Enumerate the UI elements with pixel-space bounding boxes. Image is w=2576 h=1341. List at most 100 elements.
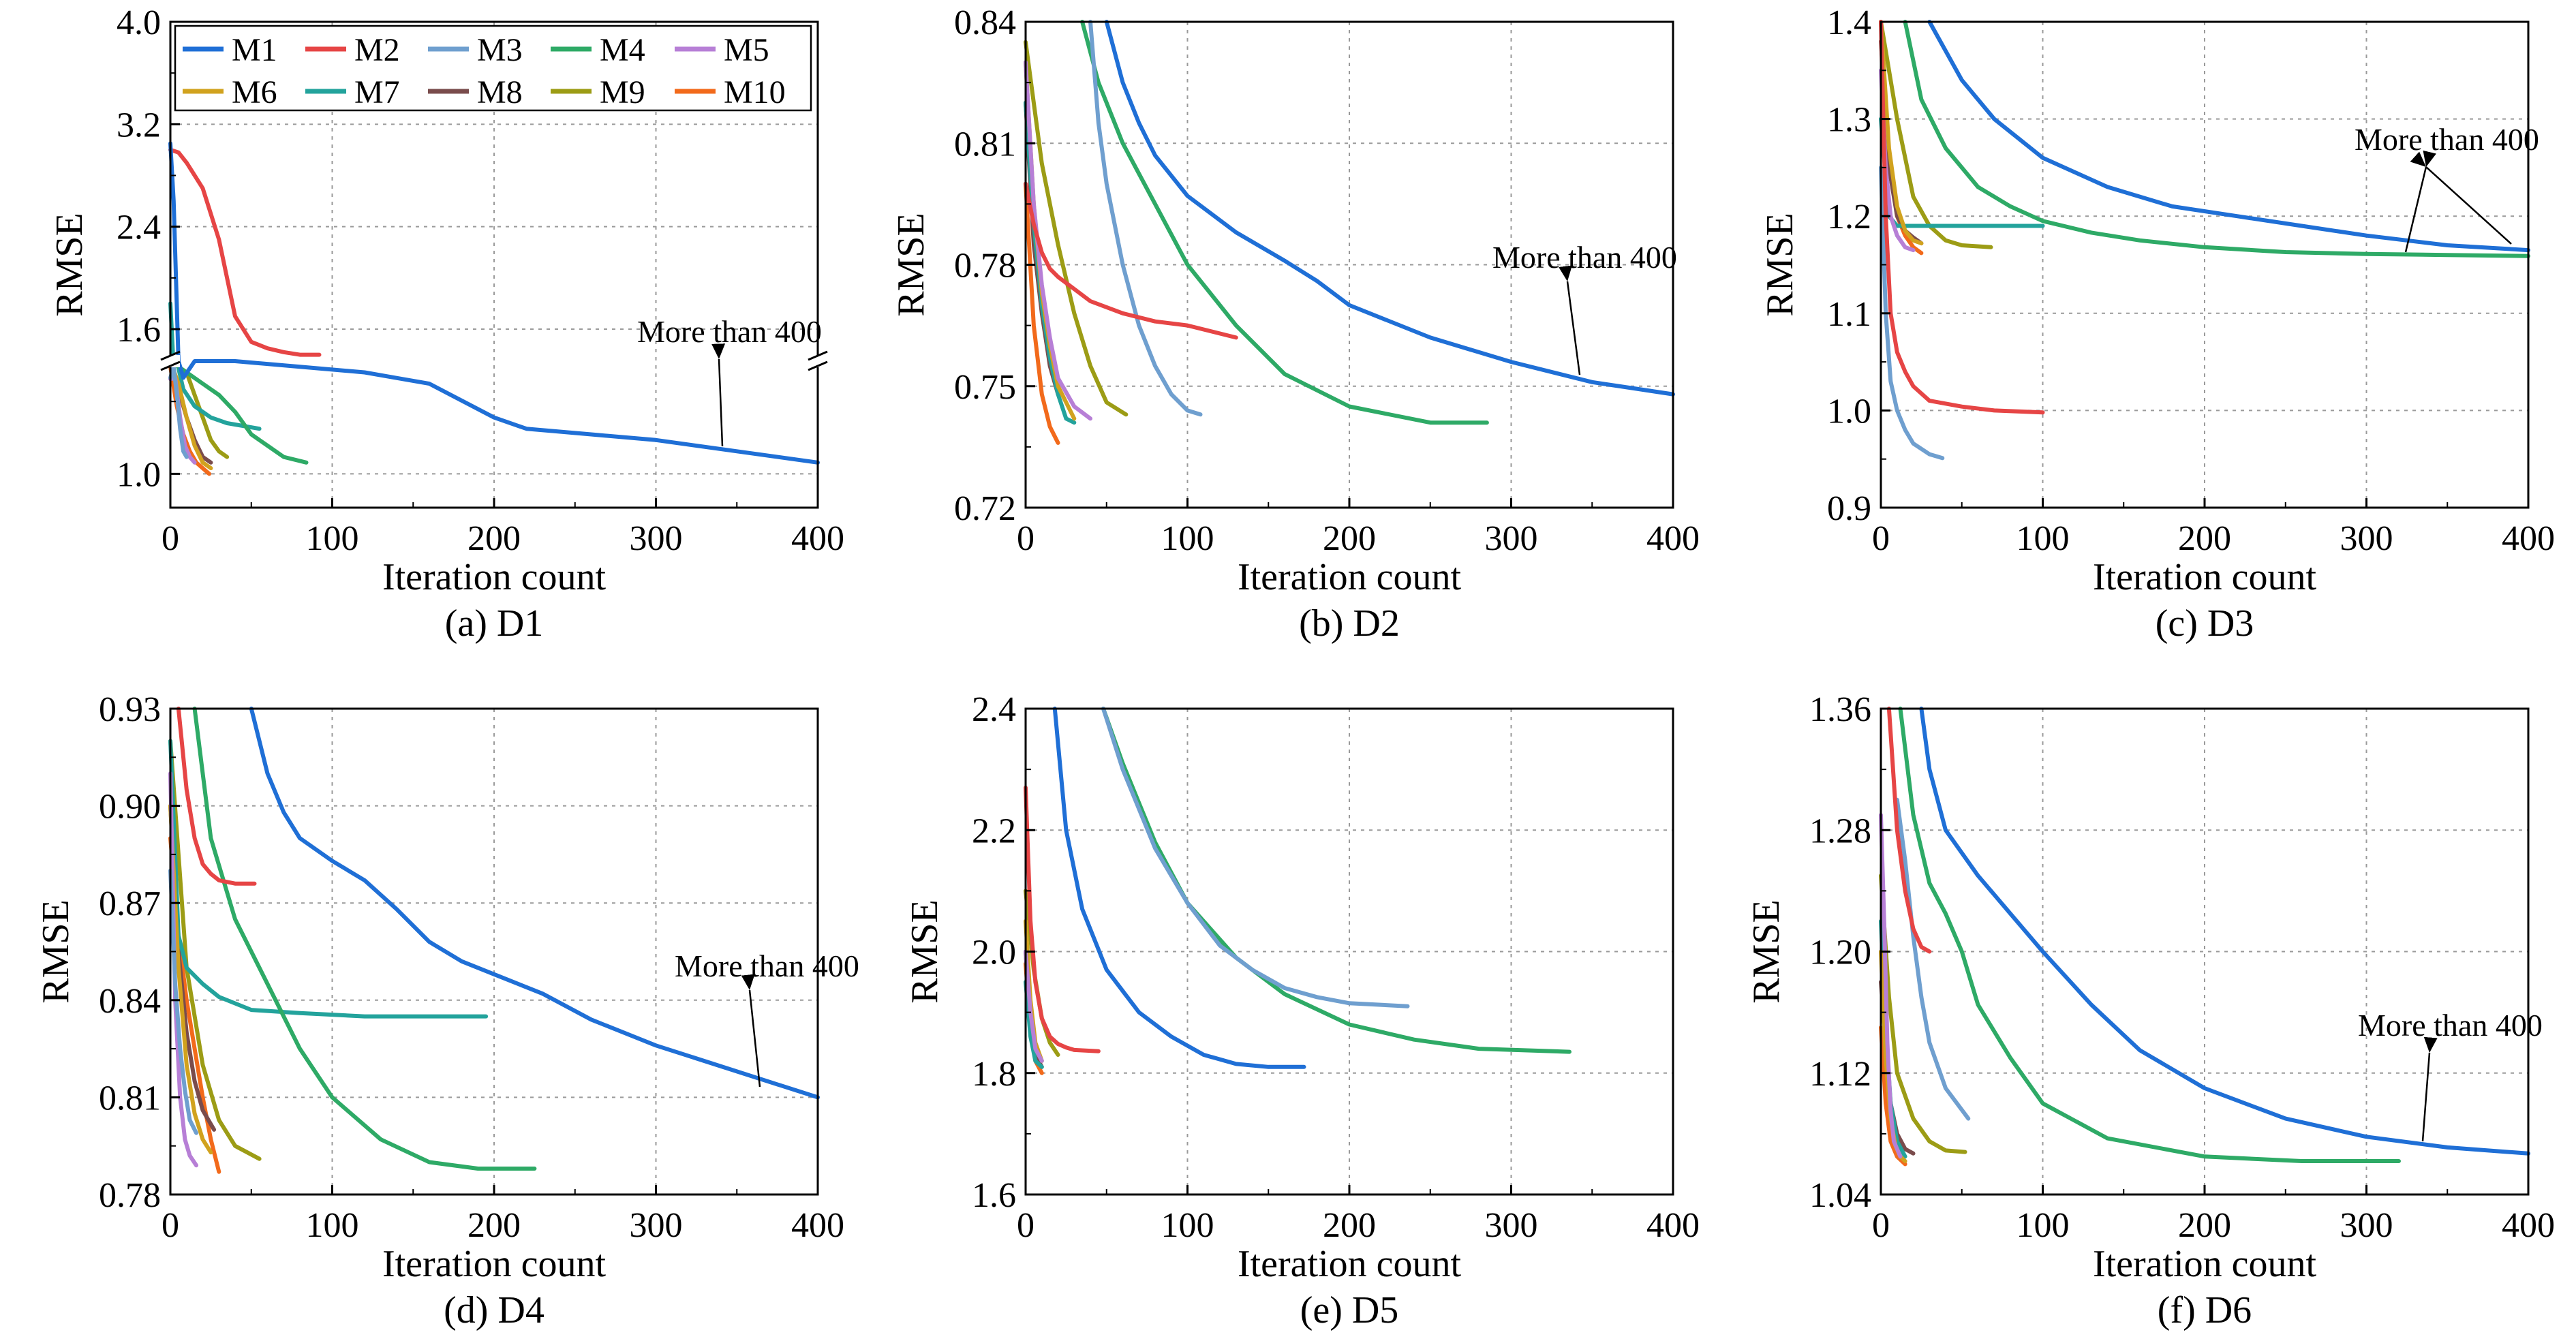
x-tick-label: 100 <box>2017 519 2070 558</box>
x-tick-label: 400 <box>791 519 844 558</box>
y-tick-label: 0.9 <box>1827 489 1871 528</box>
series-line-m5 <box>1024 949 1044 1063</box>
series-line-m1 <box>1104 20 1675 397</box>
annotation-arrow <box>2410 151 2512 245</box>
y-tick-label: 2.2 <box>972 812 1016 850</box>
y-tick-label: 1.2 <box>1827 198 1871 236</box>
y-tick-label: 0.72 <box>954 489 1016 528</box>
axis-ticks: 0 100 200 300 400 1.0 1.6 2.4 3.2 4.0 <box>117 3 844 558</box>
series-line-m7 <box>1024 980 1044 1069</box>
x-tick-label: 400 <box>1646 519 1700 558</box>
grid <box>1026 22 1673 508</box>
panel-label: (e) D5 <box>1300 1289 1399 1331</box>
chart-panel-1: 0 100 200 300 400 1.0 1.6 2.4 3.2 4.0 Iteration co… <box>48 3 844 645</box>
series-line-m3 <box>168 868 198 1135</box>
series-line-m4 <box>192 707 537 1171</box>
series-line-m2 <box>1024 181 1238 340</box>
series-line-m10 <box>1879 1025 1907 1167</box>
y-axis-label: RMSE <box>1745 899 1788 1004</box>
series-line-m9 <box>1879 874 1967 1154</box>
y-tick-label: 0.75 <box>954 368 1016 407</box>
y-tick-label: 0.84 <box>954 3 1016 42</box>
y-axis-label: RMSE <box>890 213 932 317</box>
y-tick-label: 1.6 <box>972 1176 1016 1215</box>
annotation: More than 400 <box>637 314 822 447</box>
series-line-m3 <box>1879 165 1945 461</box>
x-tick-label: 0 <box>1872 1206 1890 1245</box>
y-tick-label: 2.0 <box>972 934 1016 972</box>
series-line-m9 <box>168 739 262 1161</box>
series-line-m1 <box>168 141 820 465</box>
x-tick-label: 100 <box>1161 519 1214 558</box>
x-tick-label: 200 <box>1323 1206 1376 1245</box>
y-tick-label: 1.36 <box>1809 690 1871 729</box>
series-line-m4 <box>1080 20 1489 425</box>
y-tick-label: 0.93 <box>99 690 161 729</box>
series-line-m3 <box>1088 20 1203 417</box>
y-tick-label: 1.0 <box>117 455 161 494</box>
x-tick-label: 0 <box>1872 519 1890 558</box>
series-line-m7 <box>168 739 489 1019</box>
y-tick-label: 0.90 <box>99 788 161 827</box>
chart-panel-3: 0 100 200 300 400 0.9 1.0 1.1 1.2 1.3 1.4 Iteration… <box>1759 3 2555 645</box>
y-tick-label: 1.6 <box>117 311 161 350</box>
legend-label-m8: M8 <box>477 74 523 110</box>
y-tick-label: 2.4 <box>117 209 161 247</box>
series-line-m2 <box>176 707 257 886</box>
annotation-arrow <box>2421 1036 2438 1142</box>
series-line-m6 <box>1879 20 1924 246</box>
legend-box <box>174 25 812 112</box>
y-tick-label: 0.78 <box>99 1176 161 1215</box>
x-tick-label: 100 <box>306 1206 359 1245</box>
series-line-m3 <box>168 365 189 459</box>
annotation-text: More than 400 <box>2355 122 2539 157</box>
series-group <box>168 707 820 1174</box>
legend-label-m7: M7 <box>354 74 400 110</box>
series-line-m2 <box>1886 707 1932 954</box>
axis-break-mark <box>808 350 828 361</box>
x-tick-label: 200 <box>2178 1206 2231 1245</box>
x-axis-label: Iteration count <box>382 1243 607 1285</box>
y-tick-label: 2.4 <box>972 690 1016 729</box>
x-tick-label: 300 <box>630 519 683 558</box>
y-tick-label: 1.12 <box>1809 1055 1871 1094</box>
grid <box>1881 709 2528 1194</box>
annotation: More than 400 <box>1492 240 1677 375</box>
legend-label-m9: M9 <box>600 74 645 110</box>
legend-label-m1: M1 <box>232 32 277 68</box>
x-tick-label: 100 <box>1161 1206 1214 1245</box>
grid <box>1026 709 1673 1194</box>
x-tick-label: 200 <box>1323 519 1376 558</box>
y-tick-label: 1.8 <box>972 1055 1016 1094</box>
x-tick-label: 200 <box>467 1206 521 1245</box>
x-tick-label: 0 <box>1017 1206 1034 1245</box>
x-axis-label: Iteration count <box>1238 556 1462 598</box>
x-tick-label: 400 <box>1646 1206 1700 1245</box>
series-line-m10 <box>1024 181 1060 445</box>
axis-break-mark <box>160 350 181 361</box>
series-line-m3 <box>1895 797 1971 1121</box>
plot-frame <box>1880 20 2530 509</box>
y-tick-label: 1.0 <box>1827 392 1871 431</box>
panel-label: (f) D6 <box>2158 1289 2252 1331</box>
y-tick-label: 4.0 <box>117 3 161 42</box>
y-tick-label: 1.1 <box>1827 295 1871 334</box>
panel-label: (b) D2 <box>1299 602 1400 645</box>
y-tick-label: 0.81 <box>99 1079 161 1118</box>
legend-label-m4: M4 <box>600 32 645 68</box>
series-line-m1 <box>1052 707 1306 1069</box>
annotation-arrow <box>2404 150 2436 253</box>
series-line-m3 <box>1101 707 1410 1008</box>
annotation-text: More than 400 <box>1492 240 1677 275</box>
y-tick-label: 1.3 <box>1827 101 1871 140</box>
series-line-m4 <box>1898 707 2401 1163</box>
legend-label-m5: M5 <box>724 32 769 68</box>
x-tick-label: 0 <box>162 519 179 558</box>
grid <box>1881 22 2528 508</box>
series-line-m1 <box>249 707 820 1100</box>
x-axis-label: Iteration count <box>2093 1243 2317 1285</box>
chart-panel-5: 0 100 200 300 400 1.6 1.8 2.0 2.2 2.4 Iteration co… <box>904 690 1700 1331</box>
legend-label-m2: M2 <box>354 32 400 68</box>
y-tick-label: 1.28 <box>1809 812 1871 850</box>
axis-break-mark <box>808 360 828 371</box>
